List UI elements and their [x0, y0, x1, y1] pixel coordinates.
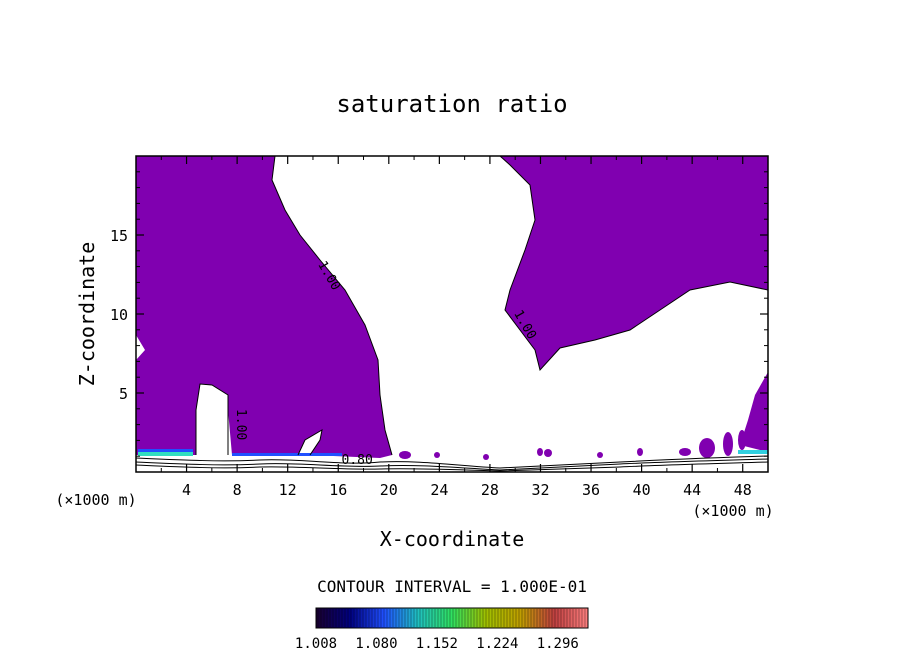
x-tick-label: 16: [329, 481, 347, 499]
contour-blob: [723, 432, 733, 456]
contour-band-blue: [232, 453, 342, 456]
contour-interval: CONTOUR INTERVAL = 1.000E-01: [317, 577, 587, 596]
x-axis-label: X-coordinate: [380, 527, 525, 551]
colorbar-tick-label: 1.008: [295, 636, 337, 652]
contour-region-right: [500, 156, 768, 370]
contour-blob: [637, 448, 643, 456]
colorbar-tick-label: 1.152: [416, 636, 458, 652]
contour-region-left: [136, 156, 392, 458]
contour-band-cyan: [138, 452, 193, 456]
contour-label: 1.00: [233, 409, 248, 440]
contour-blob: [434, 452, 440, 458]
contour-blob: [544, 449, 552, 457]
contour-blob: [537, 448, 543, 456]
colorbar-stripes: [317, 609, 586, 627]
x-tick-label: 4: [182, 481, 191, 499]
x-tick-label: 28: [481, 481, 499, 499]
y-tick-label: 15: [110, 227, 128, 245]
y-axis: 5 10 15: [110, 171, 768, 457]
x-tick-label: 44: [683, 481, 701, 499]
colorbar-tick-label: 1.080: [355, 636, 397, 652]
y-tick-label: 10: [110, 306, 128, 324]
contour-blob: [597, 452, 603, 458]
contour-blob: [271, 370, 277, 380]
x-tick-label: 12: [279, 481, 297, 499]
ground-contours: [136, 455, 768, 472]
x-tick-label: 24: [430, 481, 448, 499]
x-tick-label: 8: [233, 481, 242, 499]
x-tick-label: 20: [380, 481, 398, 499]
colorbar-ticks: 1.008 1.080 1.152 1.224 1.296: [295, 636, 579, 652]
contour-band-blue: [138, 449, 193, 452]
contour-outlines: [195, 156, 768, 456]
colorbar-tick-label: 1.296: [537, 636, 579, 652]
x-tick-label: 48: [734, 481, 752, 499]
colorbar: 1.008 1.080 1.152 1.224 1.296: [295, 607, 589, 652]
colorbar-tick-label: 1.224: [476, 636, 518, 652]
contour-band-cyan: [738, 450, 768, 454]
contour-blob: [679, 448, 691, 456]
x-tick-label: 40: [633, 481, 651, 499]
contour-blob: [483, 454, 489, 460]
y-axis-label: Z-coordinate: [75, 242, 99, 387]
x-tick-label: 36: [582, 481, 600, 499]
plot-area: [136, 156, 768, 472]
contour-blob: [284, 350, 288, 356]
chart-title: saturation ratio: [336, 90, 567, 118]
x-axis: 4 8 12 16 20 24 28 32 36 40 44 48: [160, 156, 752, 499]
contour-region-lowright: [740, 372, 768, 452]
x-tick-label: 32: [531, 481, 549, 499]
x-unit-left: (×1000 m): [55, 491, 136, 509]
y-tick-label: 5: [119, 385, 128, 403]
contour-blob: [399, 451, 411, 459]
contour-blob: [738, 430, 746, 450]
x-unit-right: (×1000 m): [692, 502, 773, 520]
contour-label: 0.80: [342, 453, 373, 468]
contour-blob: [699, 438, 715, 458]
